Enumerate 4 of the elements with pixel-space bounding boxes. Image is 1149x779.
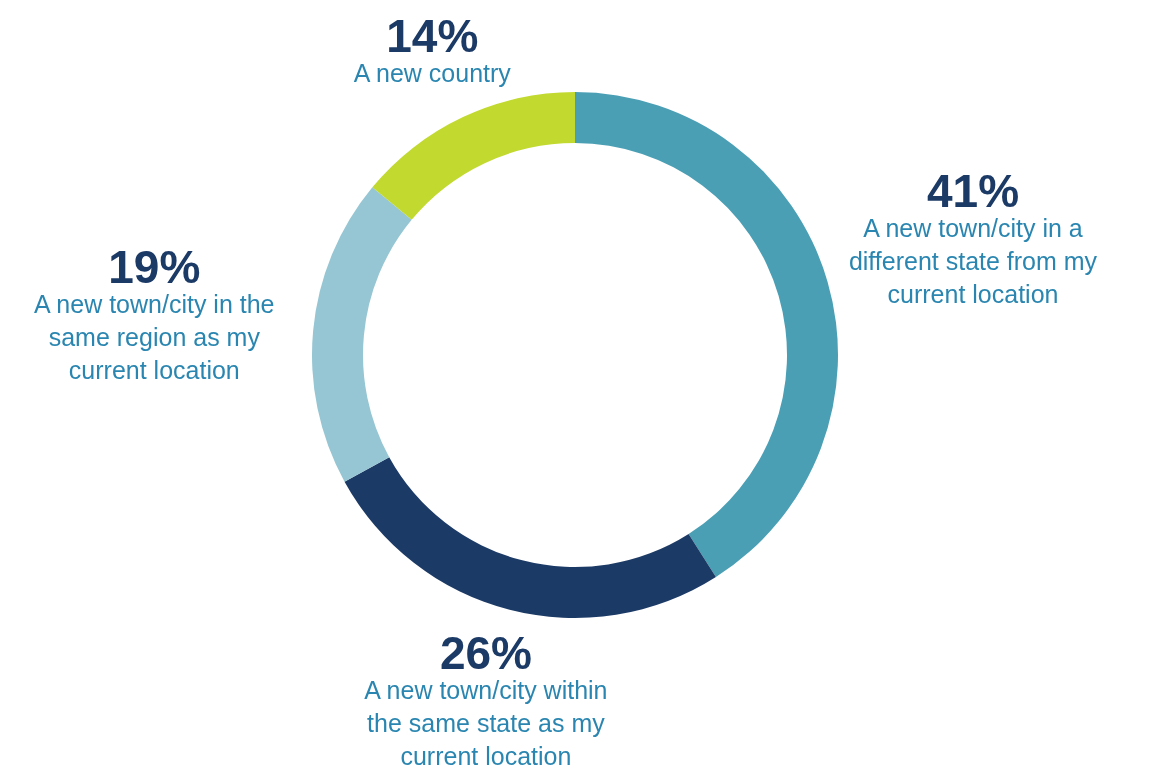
donut-slice	[575, 92, 838, 578]
donut-slice	[312, 187, 412, 482]
donut-slice	[344, 457, 716, 618]
donut-slice	[372, 92, 575, 220]
